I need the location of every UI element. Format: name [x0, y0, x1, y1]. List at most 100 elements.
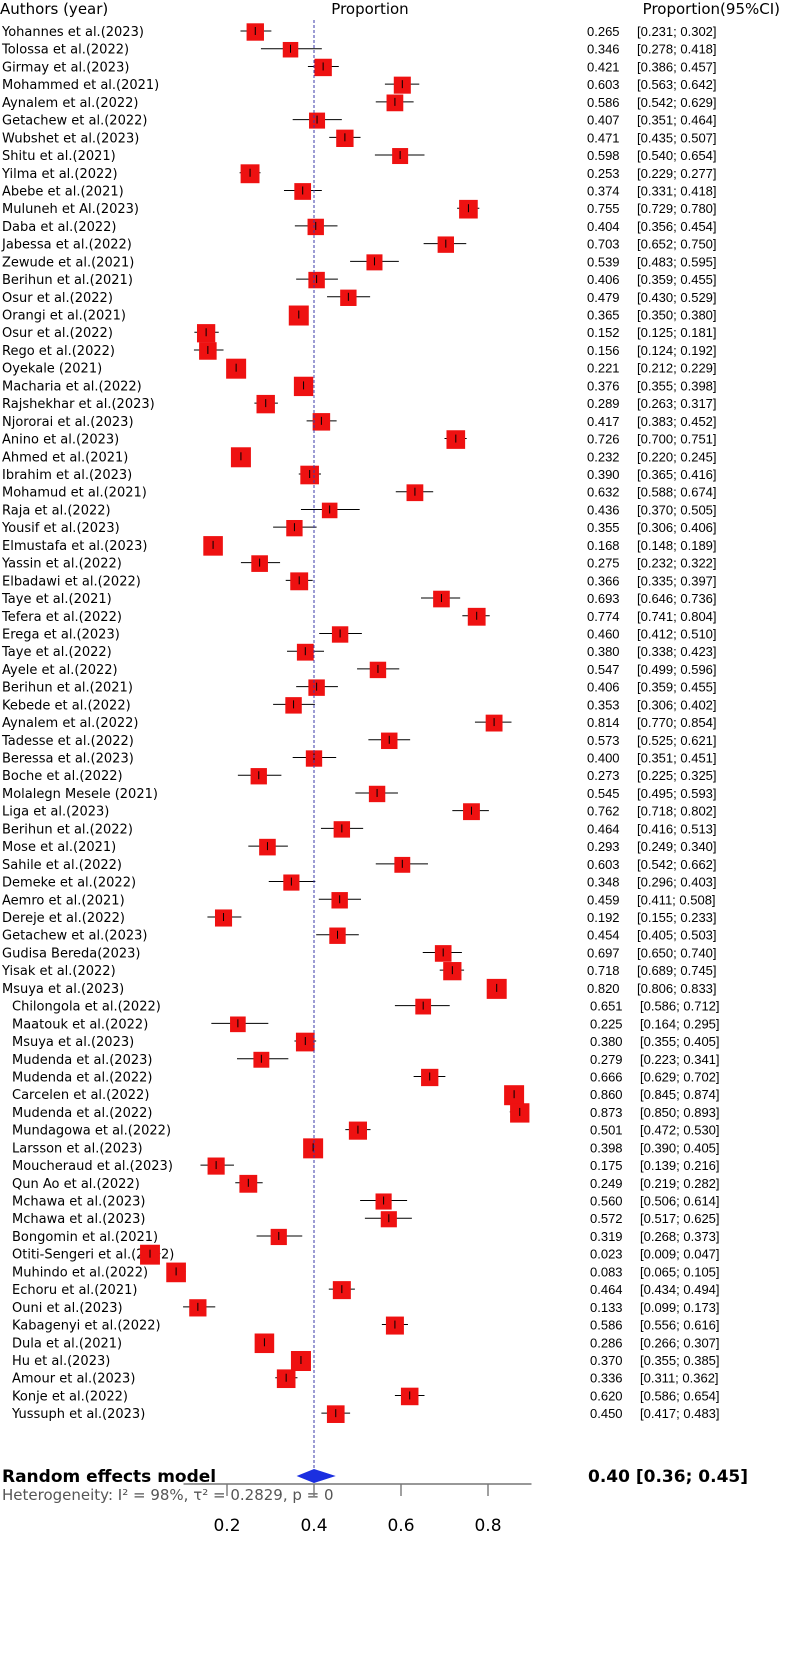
study-ci: [0.306; 0.402]	[637, 697, 717, 712]
study-ci: [0.351; 0.464]	[637, 113, 717, 128]
study-ci: [0.231; 0.302]	[637, 24, 717, 39]
study-ci: [0.139; 0.216]	[640, 1158, 720, 1173]
study-label: Demeke et al.(2022)	[2, 876, 136, 891]
study-label: Zewude et al.(2021)	[2, 255, 134, 270]
study-ci: [0.266; 0.307]	[640, 1335, 720, 1350]
study-row: Mchawa et al.(2023) 0.572 [0.517; 0.625]	[12, 1211, 720, 1228]
study-row: Oyekale (2021) 0.221 [0.212; 0.229]	[2, 358, 717, 379]
study-ci: [0.483; 0.595]	[637, 254, 717, 269]
study-row: Amour et al.(2023) 0.336 [0.311; 0.362]	[12, 1369, 719, 1389]
study-row: Erega et al.(2023) 0.460 [0.412; 0.510]	[2, 626, 717, 643]
study-label: Shitu et al.(2021)	[2, 149, 116, 164]
study-row: Moucheraud et al.(2023) 0.175 [0.139; 0.21…	[12, 1157, 720, 1175]
x-axis: 0.2 0.4 0.6 0.8	[183, 1483, 532, 1536]
pooled-label: Random effects model	[2, 1467, 216, 1487]
study-row: Carcelen et al.(2022) 0.860 [0.845; 0.874]	[12, 1085, 720, 1106]
study-row: Zewude et al.(2021) 0.539 [0.483; 0.595]	[2, 254, 717, 271]
study-estimate: 0.370	[590, 1353, 623, 1368]
study-estimate: 0.501	[590, 1123, 623, 1138]
study-row: Elmustafa et al.(2023) 0.168 [0.148; 0.189…	[2, 536, 717, 556]
study-estimate: 0.365	[587, 308, 620, 323]
study-label: Yilma et al.(2022)	[1, 167, 118, 182]
study-row: Larsson et al.(2023) 0.398 [0.390; 0.405]	[12, 1138, 720, 1159]
study-estimate: 0.398	[590, 1140, 623, 1155]
study-ci: [0.164; 0.295]	[640, 1016, 720, 1031]
study-ci: [0.718; 0.802]	[637, 804, 717, 819]
study-estimate: 0.539	[587, 254, 620, 269]
study-estimate: 0.293	[587, 839, 620, 854]
study-estimate: 0.464	[590, 1282, 623, 1297]
study-ci: [0.219; 0.282]	[640, 1176, 720, 1191]
study-ci: [0.355; 0.385]	[640, 1353, 720, 1368]
study-row: Otiti-Sengeri et al.(2022) 0.023 [0.009; 0…	[12, 1244, 720, 1265]
study-label: Maatouk et al.(2022)	[12, 1017, 148, 1032]
study-row: Yassin et al.(2022) 0.275 [0.232; 0.322]	[1, 555, 717, 572]
study-label: Wubshet et al.(2023)	[2, 131, 139, 146]
study-estimate: 0.603	[587, 77, 620, 92]
study-ci: [0.350; 0.380]	[637, 308, 717, 323]
study-ci: [0.430; 0.529]	[637, 290, 717, 305]
x-tick-label: 0.4	[300, 1516, 327, 1536]
study-row: Mohammed et al.(2021) 0.603 [0.563; 0.642]	[2, 76, 717, 94]
study-row: Yisak et al.(2022) 0.718 [0.689; 0.745]	[1, 962, 717, 981]
study-row: Dula et al.(2021) 0.286 [0.266; 0.307]	[12, 1333, 720, 1354]
study-ci: [0.125; 0.181]	[637, 325, 717, 340]
study-ci: [0.416; 0.513]	[637, 821, 717, 836]
study-label: Dula et al.(2021)	[12, 1336, 122, 1351]
study-row: Liga et al.(2023) 0.762 [0.718; 0.802]	[2, 803, 717, 821]
study-ci: [0.356; 0.454]	[637, 219, 717, 234]
study-ci: [0.556; 0.616]	[640, 1318, 720, 1333]
study-ci: [0.499; 0.596]	[637, 662, 717, 677]
study-ci: [0.331; 0.418]	[637, 183, 717, 198]
study-ci: [0.223; 0.341]	[640, 1052, 720, 1067]
study-ci: [0.495; 0.593]	[637, 786, 717, 801]
study-ci: [0.212; 0.229]	[637, 361, 717, 376]
study-estimate: 0.703	[587, 237, 620, 252]
study-row: Msuya et al.(2023) 0.820 [0.806; 0.833]	[2, 978, 717, 999]
study-estimate: 0.421	[587, 59, 620, 74]
study-label: Dereje et al.(2022)	[2, 911, 125, 926]
study-ci: [0.335; 0.397]	[637, 573, 717, 588]
study-ci: [0.232; 0.322]	[637, 556, 717, 571]
study-row: Abebe et al.(2021) 0.374 [0.331; 0.418]	[2, 183, 717, 200]
study-row: Daba et al.(2022) 0.404 [0.356; 0.454]	[2, 218, 717, 236]
study-label: Oyekale (2021)	[2, 362, 102, 377]
study-estimate: 0.464	[587, 821, 620, 836]
study-estimate: 0.814	[587, 715, 620, 730]
study-row: Echoru et al.(2021) 0.464 [0.434; 0.494]	[12, 1281, 720, 1300]
study-row: Yilma et al.(2022) 0.253 [0.229; 0.277]	[1, 164, 717, 184]
study-label: Yisak et al.(2022)	[1, 964, 116, 979]
study-label: Taye et al.(2022)	[1, 645, 112, 660]
x-tick-label: 0.2	[213, 1516, 240, 1536]
study-label: Tolossa et al.(2022)	[1, 43, 129, 58]
study-ci: [0.296; 0.403]	[637, 875, 717, 890]
study-label: Orangi et al.(2021)	[2, 309, 126, 324]
study-ci: [0.099; 0.173]	[640, 1300, 720, 1315]
study-row: Aynalem et al.(2022) 0.586 [0.542; 0.629]	[2, 94, 717, 112]
study-label: Otiti-Sengeri et al.(2022)	[12, 1248, 174, 1263]
study-ci: [0.405; 0.503]	[637, 928, 717, 943]
study-label: Getachew et al.(2022)	[2, 114, 147, 129]
study-row: Hu et al.(2023) 0.370 [0.355; 0.385]	[12, 1351, 720, 1371]
study-ci: [0.586; 0.712]	[640, 999, 720, 1014]
study-row: Tefera et al.(2022) 0.774 [0.741; 0.804]	[1, 607, 717, 626]
study-estimate: 0.545	[587, 786, 620, 801]
study-label: Ouni et al.(2023)	[12, 1301, 123, 1316]
study-label: Mohammed et al.(2021)	[2, 78, 159, 93]
study-ci: [0.806; 0.833]	[637, 981, 717, 996]
study-row: Konje et al.(2022) 0.620 [0.586; 0.654]	[12, 1387, 720, 1406]
study-row: Anino et al.(2023) 0.726 [0.700; 0.751]	[2, 430, 717, 449]
study-estimate: 0.083	[590, 1264, 623, 1279]
study-ci: [0.065; 0.105]	[640, 1264, 720, 1279]
study-label: Mudenda et al.(2023)	[12, 1053, 152, 1068]
study-row: Aynalem et al.(2022) 0.814 [0.770; 0.854]	[2, 714, 717, 732]
header-estimate: Proportion(95%CI)	[643, 0, 780, 18]
study-estimate: 0.346	[587, 42, 620, 57]
study-estimate: 0.454	[587, 928, 620, 943]
study-estimate: 0.598	[587, 148, 620, 163]
heterogeneity-text: Heterogeneity: I² = 98%, τ² = 0.2829, p …	[2, 1486, 334, 1504]
study-label: Boche et al.(2022)	[2, 769, 123, 784]
study-row: Qun Ao et al.(2022) 0.249 [0.219; 0.282]	[12, 1174, 720, 1193]
study-estimate: 0.156	[587, 343, 620, 358]
study-label: Ayele et al.(2022)	[2, 663, 118, 678]
